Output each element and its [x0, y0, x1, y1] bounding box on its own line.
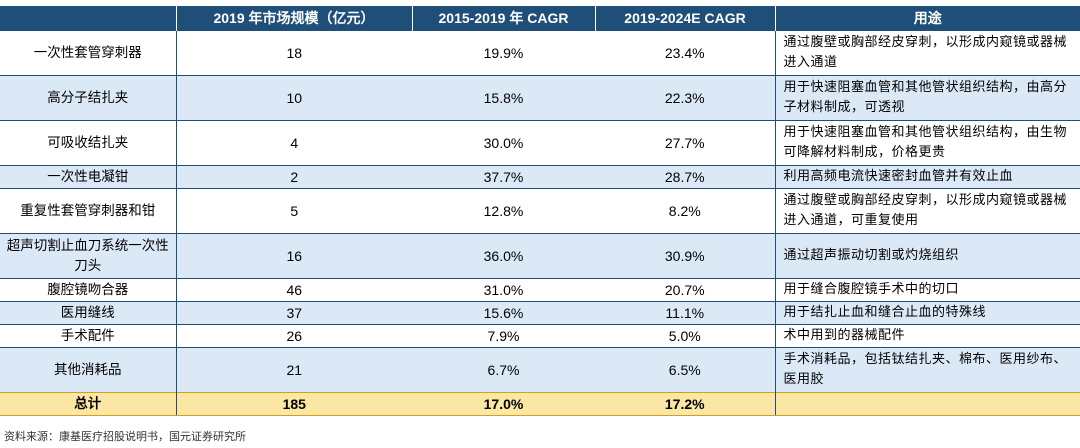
header-market-size: 2019 年市场规模（亿元）	[176, 6, 413, 31]
table-row: 一次性电凝钳 2 37.7% 28.7% 利用高频电流快速密封血管并有效止血	[0, 165, 1080, 189]
product-name-cell: 一次性电凝钳	[0, 165, 177, 189]
table-row: 腹腔镜吻合器 46 31.0% 20.7% 用于缝合腹腔镜手术中的切口	[0, 278, 1080, 302]
market-size-cell: 4	[176, 120, 412, 166]
market-size-cell: 2	[176, 165, 412, 189]
cagr-2015-2019-cell: 15.8%	[412, 75, 595, 121]
market-size-cell: 5	[176, 188, 412, 234]
table-row: 医用缝线 37 15.6% 11.1% 用于结扎止血和缝合止血的特殊线	[0, 301, 1080, 325]
header-cagr-2019-2024e: 2019-2024E CAGR	[595, 6, 776, 31]
table-row: 重复性套管穿刺器和钳 5 12.8% 8.2% 通过腹壁或胸部经皮穿刺，以形成内窥镜或器…	[0, 188, 1080, 234]
cagr-2015-2019-cell: 6.7%	[412, 347, 595, 393]
source-note: 资料来源：康基医疗招股说明书，国元证券研究所	[4, 430, 246, 443]
product-name-cell: 其他消耗品	[0, 347, 177, 393]
cagr-2015-2019-cell: 31.0%	[412, 278, 595, 302]
market-size-cell: 46	[176, 278, 412, 302]
cagr-2015-2019-cell: 37.7%	[412, 165, 595, 189]
cagr-2015-2019-cell: 7.9%	[412, 324, 595, 348]
total-label-cell: 总计	[0, 392, 177, 416]
usage-cell: 用于缝合腹腔镜手术中的切口	[774, 278, 1080, 302]
cagr-2019-2024e-cell: 11.1%	[595, 301, 775, 325]
table-row: 超声切割止血刀系统一次性刀头 16 36.0% 30.9% 通过超声振动切割或灼烧组织	[0, 233, 1080, 279]
cagr-2015-2019-cell: 15.6%	[412, 301, 595, 325]
cagr-2019-2024e-cell: 20.7%	[595, 278, 775, 302]
usage-cell: 术中用到的器械配件	[774, 324, 1080, 348]
table-row: 其他消耗品 21 6.7% 6.5% 手术消耗品，包括钛结扎夹、棉布、医用纱布、医用胶	[0, 347, 1080, 393]
usage-cell: 通过腹壁或胸部经皮穿刺，以形成内窥镜或器械进入通道	[774, 30, 1080, 76]
usage-cell: 通过超声振动切割或灼烧组织	[774, 233, 1080, 279]
cagr-2019-2024e-cell: 28.7%	[595, 165, 775, 189]
cagr-2015-2019-cell: 12.8%	[412, 188, 595, 234]
market-size-cell: 16	[176, 233, 412, 279]
usage-cell: 利用高频电流快速密封血管并有效止血	[774, 165, 1080, 189]
market-size-cell: 37	[176, 301, 412, 325]
product-name-cell: 一次性套管穿刺器	[0, 30, 177, 76]
header-cagr-2015-2019: 2015-2019 年 CAGR	[412, 6, 596, 31]
market-size-cell: 18	[176, 30, 412, 76]
cagr-2015-2019-cell: 30.0%	[412, 120, 595, 166]
cagr-2019-2024e-cell: 27.7%	[595, 120, 775, 166]
cagr-2019-2024e-cell: 22.3%	[595, 75, 775, 121]
market-size-cell: 10	[176, 75, 412, 121]
cagr-2015-2019-cell: 19.9%	[412, 30, 595, 76]
total-cagr-2019-2024e-cell: 17.2%	[595, 392, 775, 416]
market-size-cell: 21	[176, 347, 412, 393]
market-size-cell: 26	[176, 324, 412, 348]
product-name-cell: 高分子结扎夹	[0, 75, 177, 121]
total-usage-cell	[774, 392, 1080, 416]
header-product	[0, 6, 177, 31]
product-name-cell: 医用缝线	[0, 301, 177, 325]
cagr-2019-2024e-cell: 8.2%	[595, 188, 775, 234]
usage-cell: 用于快速阻塞血管和其他管状组织结构，由生物可降解材料制成，价格更贵	[774, 120, 1080, 166]
product-name-cell: 超声切割止血刀系统一次性刀头	[0, 233, 177, 279]
product-name-cell: 重复性套管穿刺器和钳	[0, 188, 177, 234]
total-row: 总计 185 17.0% 17.2%	[0, 392, 1080, 416]
table-row: 手术配件 26 7.9% 5.0% 术中用到的器械配件	[0, 324, 1080, 348]
market-table: 2019 年市场规模（亿元） 2015-2019 年 CAGR 2019-202…	[0, 6, 1080, 416]
product-name-cell: 手术配件	[0, 324, 177, 348]
table-row: 一次性套管穿刺器 18 19.9% 23.4% 通过腹壁或胸部经皮穿刺，以形成内窥镜或器…	[0, 30, 1080, 76]
table-row: 可吸收结扎夹 4 30.0% 27.7% 用于快速阻塞血管和其他管状组织结构，由生物可降…	[0, 120, 1080, 166]
cagr-2019-2024e-cell: 23.4%	[595, 30, 775, 76]
total-size-cell: 185	[176, 392, 412, 416]
cagr-2019-2024e-cell: 30.9%	[595, 233, 775, 279]
header-row: 2019 年市场规模（亿元） 2015-2019 年 CAGR 2019-202…	[0, 6, 1080, 31]
table-row: 高分子结扎夹 10 15.8% 22.3% 用于快速阻塞血管和其他管状组织结构，由高分子…	[0, 75, 1080, 121]
total-cagr-2015-2019-cell: 17.0%	[412, 392, 595, 416]
header-usage: 用途	[775, 6, 1080, 31]
product-name-cell: 腹腔镜吻合器	[0, 278, 177, 302]
product-name-cell: 可吸收结扎夹	[0, 120, 177, 166]
cagr-2019-2024e-cell: 5.0%	[595, 324, 775, 348]
usage-cell: 手术消耗品，包括钛结扎夹、棉布、医用纱布、医用胶	[774, 347, 1080, 393]
usage-cell: 通过腹壁或胸部经皮穿刺，以形成内窥镜或器械进入通道，可重复使用	[774, 188, 1080, 234]
usage-cell: 用于结扎止血和缝合止血的特殊线	[774, 301, 1080, 325]
usage-cell: 用于快速阻塞血管和其他管状组织结构，由高分子材料制成，可透视	[774, 75, 1080, 121]
cagr-2019-2024e-cell: 6.5%	[595, 347, 775, 393]
cagr-2015-2019-cell: 36.0%	[412, 233, 595, 279]
